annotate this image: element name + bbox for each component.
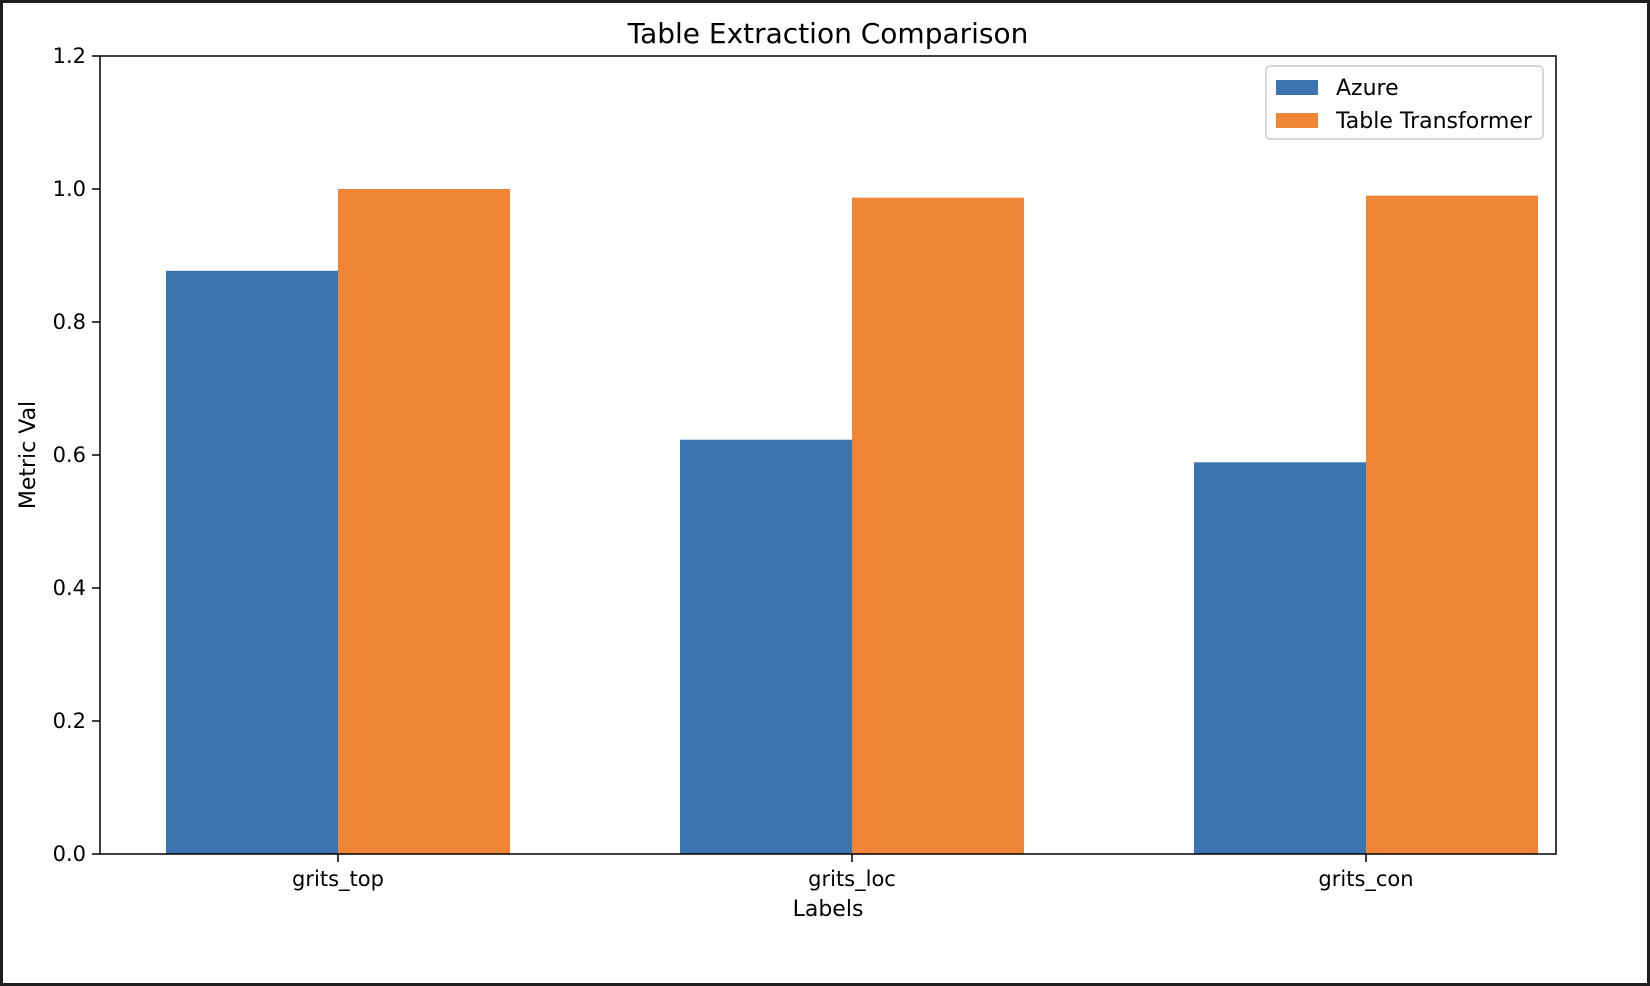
bar-table-transformer-grits-con [1366,195,1538,854]
legend-label-azure: Azure [1336,76,1399,101]
y-tick-label: 0.8 [53,310,86,334]
y-tick-label: 1.0 [53,177,86,201]
x-axis-label: Labels [793,897,864,922]
bar-table-transformer-grits-loc [852,197,1024,854]
y-tick-label: 1.2 [53,44,86,68]
bar-chart: 0.0 0.2 0.4 0.6 0.8 1.0 1.2 grits_top grits_loc g… [16,17,1557,922]
y-tick-label: 0.4 [53,576,86,600]
bar-table-transformer-grits-top [338,189,510,854]
x-tick-label-grits-con: grits_con [1318,867,1413,892]
chart-title: Table Extraction Comparison [627,17,1029,50]
y-axis-label: Metric Val [16,401,41,509]
y-tick-label: 0.0 [53,842,86,866]
legend-label-table-transformer: Table Transformer [1335,109,1533,134]
bar-azure-grits-con [1194,462,1366,854]
bar-azure-grits-top [166,270,338,854]
axes-group: 0.0 0.2 0.4 0.6 0.8 1.0 1.2 grits_top grits_loc g… [53,44,1557,892]
legend: Azure Table Transformer [1265,65,1544,140]
legend-swatch-azure [1276,80,1318,95]
bars-group [166,189,1538,854]
y-tick-label: 0.6 [53,443,86,467]
x-tick-label-grits-top: grits_top [292,867,384,892]
x-tick-label-grits-loc: grits_loc [808,867,896,892]
figure-canvas: 0.0 0.2 0.4 0.6 0.8 1.0 1.2 grits_top grits_loc g… [3,3,1647,983]
legend-swatch-table-transformer [1276,113,1318,128]
y-tick-label: 0.2 [53,709,86,733]
legend-box [1265,65,1544,140]
bar-azure-grits-loc [680,439,852,854]
